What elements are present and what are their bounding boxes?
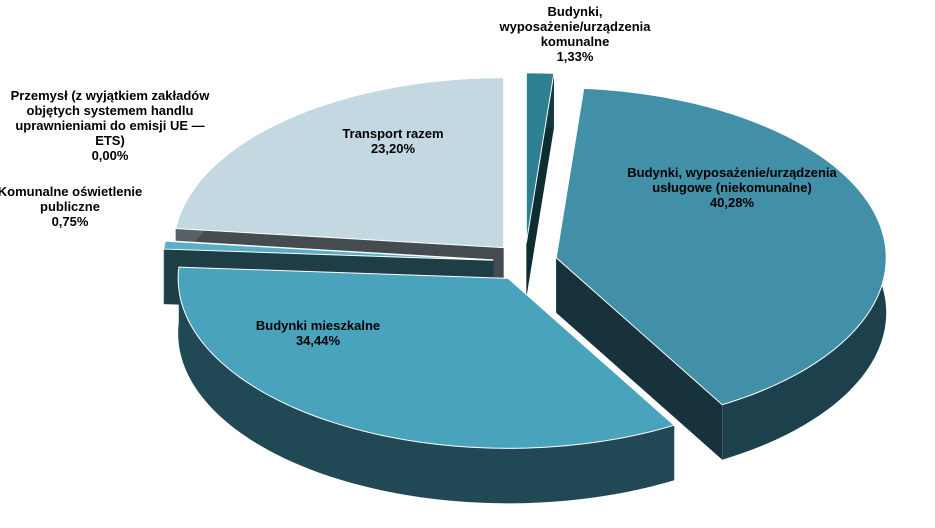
slice-value: 1,33%: [556, 49, 594, 64]
slice-value: 23,20%: [370, 141, 416, 156]
data-label: Przemysł (z wyjątkiem zakładów objętych …: [10, 88, 210, 163]
slice-value: 34,44%: [295, 333, 341, 348]
pie-side: [163, 241, 166, 305]
data-label: Budynki, wyposażenie/urządzenia komunaln…: [475, 4, 675, 64]
pie-side: [556, 257, 723, 460]
slice-name: Przemysł (z wyjątkiem zakładów objętych …: [10, 88, 210, 148]
slice-value: 0,75%: [51, 214, 89, 229]
slice-value: 0,00%: [91, 148, 129, 163]
pie-side: [178, 267, 675, 504]
pie-side: [526, 73, 554, 298]
slice-name: Transport razem: [342, 126, 444, 141]
slice-name: Budynki mieszkalne: [255, 318, 381, 333]
slice-name: Budynki, wyposażenie/urządzenia komunaln…: [499, 4, 651, 49]
pie-slice: [175, 77, 505, 249]
data-label: Budynki mieszkalne 34,44%: [208, 318, 428, 348]
data-label: Transport razem 23,20%: [313, 126, 473, 156]
pie-slice: [177, 266, 676, 449]
slice-name: Budynki, wyposażenie/urządzenia usługowe…: [627, 165, 837, 195]
pie-slice: [163, 240, 494, 261]
slice-name: Komunalne oświetlenie publiczne: [0, 184, 143, 214]
slice-value: 40,28%: [709, 195, 755, 210]
data-label: Komunalne oświetlenie publiczne 0,75%: [0, 184, 160, 229]
data-label: Budynki, wyposażenie/urządzenia usługowe…: [622, 165, 842, 210]
pie-slice: [555, 87, 887, 406]
pie-slice: [525, 72, 555, 243]
